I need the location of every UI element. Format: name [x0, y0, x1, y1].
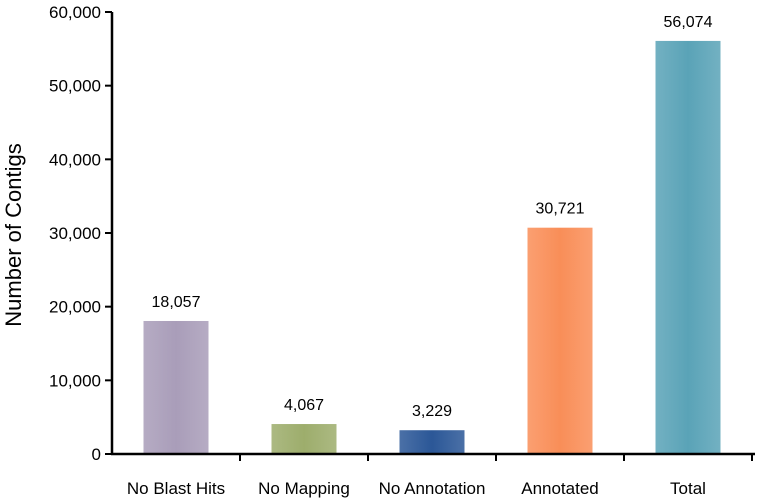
- x-tick-label: No Annotation: [379, 479, 486, 498]
- bar-annotated: [527, 227, 593, 454]
- y-tick-label: 10,000: [49, 371, 101, 390]
- y-tick-label: 0: [92, 445, 101, 464]
- y-tick-label: 20,000: [49, 298, 101, 317]
- y-tick-label: 60,000: [49, 3, 101, 22]
- data-label: 56,074: [664, 14, 713, 31]
- x-tick-label: Total: [670, 479, 706, 498]
- bar-no-annotation: [399, 430, 465, 454]
- x-tick-labels: No Blast Hits No Mapping No Annotation Anno…: [127, 479, 706, 498]
- axes: [110, 12, 755, 461]
- bar-no-blast-hits: [143, 320, 209, 454]
- data-label: 30,721: [536, 201, 585, 218]
- data-label: 18,057: [152, 294, 201, 311]
- x-tick-label: No Mapping: [258, 479, 350, 498]
- bar-no-mapping: [271, 424, 337, 454]
- bar-total: [655, 40, 721, 454]
- data-label: 3,229: [412, 403, 452, 420]
- y-axis-label: Number of Contigs: [1, 143, 26, 326]
- x-tick-label: No Blast Hits: [127, 479, 225, 498]
- y-tick-label: 30,000: [49, 224, 101, 243]
- data-label: 4,067: [284, 397, 324, 414]
- x-tick-label: Annotated: [521, 479, 599, 498]
- y-ticks: 0 10,000 20,000 30,000 40,000 50,000 60,000: [49, 3, 112, 464]
- bars: 18,057 4,067 3,229 30,721 56,074: [143, 14, 721, 454]
- y-tick-label: 50,000: [49, 77, 101, 96]
- y-tick-label: 40,000: [49, 150, 101, 169]
